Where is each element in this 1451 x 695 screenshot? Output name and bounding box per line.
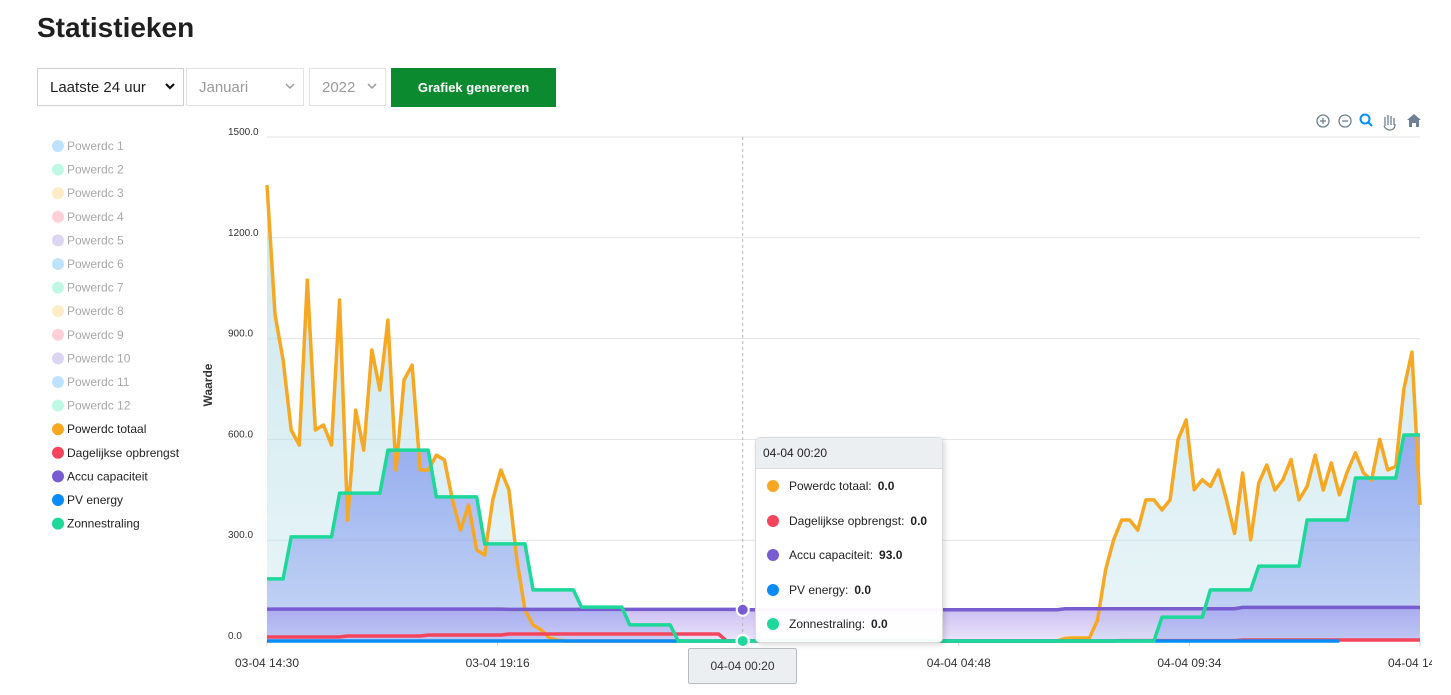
- legend-label: Powerdc 11: [67, 375, 130, 389]
- legend-marker: [52, 423, 64, 436]
- tooltip-value: 0.0: [871, 617, 888, 632]
- x-tick-label: 03-04 19:16: [466, 656, 530, 670]
- x-tick-label: 04-04 04:48: [927, 656, 991, 670]
- legend-marker: [52, 494, 64, 506]
- y-axis-title: Waarde: [201, 363, 215, 406]
- tooltip-label: Powerdc totaal:: [789, 479, 872, 494]
- tooltip-row: Dagelijkse opbrengst: 0.0: [756, 504, 942, 539]
- tooltip: 04-04 00:20 Powerdc totaal: 0.0 Dagelijkse…: [755, 437, 943, 643]
- tooltip-row: Powerdc totaal: 0.0: [756, 469, 942, 504]
- legend-marker: [52, 376, 64, 388]
- tooltip-marker: [767, 618, 779, 631]
- x-tick-label: 04-04 14:20: [1388, 656, 1432, 670]
- legend-marker: [52, 210, 64, 223]
- crosshair-x-label: 04-04 00:20: [688, 648, 797, 684]
- tooltip-marker: [767, 583, 779, 596]
- legend-label: Powerdc 6: [67, 257, 124, 271]
- tooltip-value: 0.0: [854, 582, 872, 597]
- x-tick-label: 03-04 14:30: [235, 656, 299, 670]
- legend-label: Powerdc 3: [67, 186, 124, 200]
- legend-marker: [52, 140, 64, 152]
- tooltip-row: PV energy: 0.0: [756, 573, 942, 608]
- series-area: [267, 435, 1420, 641]
- tooltip-marker: [767, 514, 779, 527]
- legend-label: Powerdc 2: [67, 163, 124, 177]
- tooltip-row: Zonnestraling: 0.0: [756, 607, 942, 642]
- reset-button[interactable]: [1407, 114, 1421, 127]
- toolbar: [1316, 113, 1421, 131]
- legend-label: Zonnestraling: [67, 517, 140, 531]
- legend-label: Powerdc 10: [67, 351, 131, 365]
- tooltip-label: Accu capaciteit:: [789, 548, 874, 563]
- legend-label: Powerdc 4: [67, 210, 124, 224]
- legend-marker: [52, 163, 64, 176]
- legend-marker: [52, 234, 64, 247]
- legend-marker: [52, 470, 64, 483]
- legend-marker: [52, 328, 64, 341]
- tooltip-value: 0.0: [877, 479, 895, 494]
- legend-label: Powerdc 1: [67, 139, 124, 153]
- tooltip-label: Dagelijkse opbrengst:: [789, 513, 905, 528]
- y-tick-label: 1500.0: [228, 127, 259, 138]
- period-select[interactable]: Laatste 24 uur: [37, 68, 184, 106]
- legend-marker: [52, 399, 64, 412]
- tooltip-title: 04-04 00:20: [756, 438, 942, 469]
- y-tick-label: 1200.0: [228, 228, 259, 239]
- legend-label: Dagelijkse opbrengst: [67, 446, 180, 460]
- legend-marker: [52, 187, 64, 200]
- legend-label: Powerdc totaal: [67, 422, 146, 436]
- zoom-in-button[interactable]: [1316, 114, 1330, 128]
- chevron: [285, 83, 295, 90]
- tooltip-value: 93.0: [879, 548, 903, 563]
- month-select[interactable]: Januari: [186, 68, 304, 106]
- generate-button[interactable]: Grafiek genereren: [391, 68, 556, 107]
- tooltip-marker: [767, 480, 779, 493]
- y-tick-label: 600.0: [228, 429, 253, 440]
- legend-label: Powerdc 9: [67, 328, 124, 342]
- tooltip-row: Accu capaciteit: 93.0: [756, 538, 942, 573]
- y-tick-label: 900.0: [228, 329, 253, 340]
- tooltip-label: PV energy:: [789, 582, 849, 597]
- selection-zoom-button[interactable]: [1359, 113, 1373, 127]
- page-title: Statistieken: [37, 12, 195, 43]
- legend-label: Accu capaciteit: [67, 469, 148, 483]
- chevron: [165, 83, 175, 90]
- legend-marker: [52, 281, 64, 294]
- pan-button[interactable]: [1383, 115, 1396, 131]
- year-select[interactable]: 2022: [309, 68, 386, 106]
- legend-label: PV energy: [67, 493, 123, 507]
- year-value: 2022: [322, 78, 356, 96]
- legend-label: Powerdc 5: [67, 233, 124, 247]
- legend-marker: [52, 446, 64, 459]
- crosshair-marker: [735, 634, 750, 648]
- series-area: [267, 185, 1420, 641]
- y-tick-label: 0.0: [228, 631, 242, 642]
- zoom-out-button[interactable]: [1338, 114, 1352, 128]
- tooltip-value: 0.0: [910, 513, 928, 528]
- legend-marker: [52, 258, 64, 270]
- chevron: [367, 83, 377, 90]
- legend-label: Powerdc 12: [67, 399, 131, 413]
- legend-marker: [52, 352, 64, 365]
- tooltip-label: Zonnestraling:: [789, 617, 866, 632]
- month-value: Januari: [199, 78, 249, 96]
- y-tick-label: 300.0: [228, 530, 253, 541]
- legend-marker: [52, 517, 64, 530]
- crosshair-marker: [735, 602, 750, 617]
- legend-marker: [52, 305, 64, 318]
- legend-label: Powerdc 7: [67, 281, 124, 295]
- legend-label: Powerdc 8: [67, 304, 124, 318]
- period-value: Laatste 24 uur: [50, 78, 146, 96]
- x-tick-label: 04-04 09:34: [1157, 656, 1221, 670]
- tooltip-marker: [767, 549, 779, 562]
